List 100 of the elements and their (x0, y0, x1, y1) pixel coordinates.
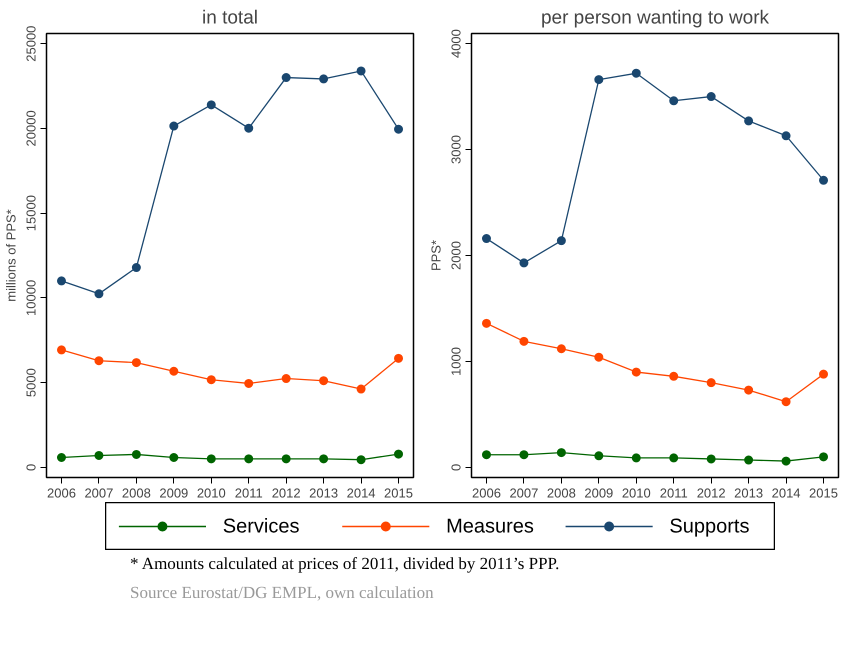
point (744, 116, 754, 126)
point (206, 454, 216, 464)
point (319, 454, 328, 464)
point (56, 345, 66, 354)
point (132, 450, 141, 459)
point (632, 68, 641, 78)
y-axis-title: PPS* (428, 240, 444, 272)
point (244, 378, 254, 388)
point (669, 453, 678, 462)
x-tick-label: 2008 (122, 486, 151, 500)
point (669, 372, 678, 381)
x-tick-label: 2014 (346, 486, 376, 500)
point (482, 234, 491, 244)
point (56, 276, 66, 286)
x-tick-label: 2008 (546, 486, 576, 500)
y-tick-label: 2000 (448, 241, 464, 270)
point (782, 131, 791, 140)
y-tick-label: 3000 (448, 135, 464, 164)
x-tick-label: 2007 (84, 486, 114, 500)
point (669, 96, 678, 106)
point (556, 344, 566, 354)
point (56, 453, 66, 462)
point (782, 397, 791, 406)
x-tick-label: 2006 (472, 486, 501, 500)
point (632, 368, 641, 377)
x-tick-label: 2012 (696, 486, 726, 500)
point (819, 370, 828, 379)
point (132, 358, 141, 368)
point (519, 450, 528, 460)
point (482, 450, 491, 460)
point (282, 454, 291, 464)
x-tick-label: 2014 (772, 486, 801, 500)
x-tick-label: 2009 (584, 486, 614, 500)
x-tick-label: 2011 (234, 486, 263, 500)
y-tick-label: 20000 (24, 110, 38, 146)
text: * Amounts calculated at prices of 2011, divided by 2011’s PPP. (130, 553, 560, 575)
y-tick-label: 4000 (448, 29, 464, 58)
point (519, 336, 528, 346)
point (94, 356, 104, 366)
point (169, 366, 178, 376)
point (556, 448, 566, 458)
point (744, 386, 754, 395)
point (482, 318, 491, 328)
point (594, 451, 604, 460)
point (819, 176, 828, 185)
point (169, 453, 178, 462)
y-tick-label: 5000 (24, 368, 38, 398)
point (556, 236, 566, 246)
x-tick-label: 2013 (734, 486, 764, 500)
x-tick-label: 2011 (660, 486, 688, 500)
point (169, 122, 178, 131)
chart-title: per person wanting to work (540, 8, 770, 28)
legend-label: Supports (669, 516, 750, 538)
x-tick-label: 2013 (309, 486, 338, 500)
point (706, 92, 716, 102)
point (244, 124, 254, 133)
x-tick-label: 2015 (809, 486, 838, 500)
x-tick-label: 2012 (272, 486, 301, 500)
point (706, 378, 716, 388)
y-tick-label: 0 (24, 464, 38, 471)
point (594, 75, 604, 84)
point (94, 450, 104, 460)
x-tick-label: 2006 (47, 486, 76, 500)
source-note: Source Eurostat/DG EMPL, own calculation (130, 582, 434, 604)
chart-title: in total (202, 8, 258, 28)
point (394, 450, 404, 459)
point (206, 100, 216, 110)
point (356, 384, 366, 394)
y-tick-label: 0 (448, 464, 464, 472)
point (782, 456, 791, 466)
y-tick-label: 25000 (24, 26, 38, 62)
point (206, 375, 216, 384)
point (519, 258, 528, 268)
y-tick-label: 1000 (448, 347, 464, 376)
point (319, 376, 328, 386)
point (319, 74, 328, 84)
point (94, 289, 104, 298)
point (394, 124, 404, 134)
legend-label: Services (222, 516, 300, 538)
x-tick-label: 2010 (622, 486, 651, 500)
point (394, 354, 404, 363)
point (819, 452, 828, 462)
point (356, 66, 366, 76)
x-tick-label: 2009 (159, 486, 188, 500)
point (706, 454, 716, 464)
y-tick-label: 15000 (24, 195, 38, 232)
point (632, 453, 641, 462)
legend-label: Measures (446, 516, 534, 538)
y-axis-title: millions of PPS* (4, 209, 18, 302)
point (744, 456, 754, 465)
point (356, 455, 366, 464)
x-tick-label: 2007 (509, 486, 538, 500)
y-tick-label: 10000 (24, 280, 38, 316)
point (282, 73, 291, 82)
point (282, 374, 291, 384)
point (132, 263, 141, 272)
x-tick-label: 2015 (384, 486, 413, 500)
x-tick-label: 2010 (196, 486, 226, 500)
point (244, 454, 254, 464)
point (594, 352, 604, 362)
